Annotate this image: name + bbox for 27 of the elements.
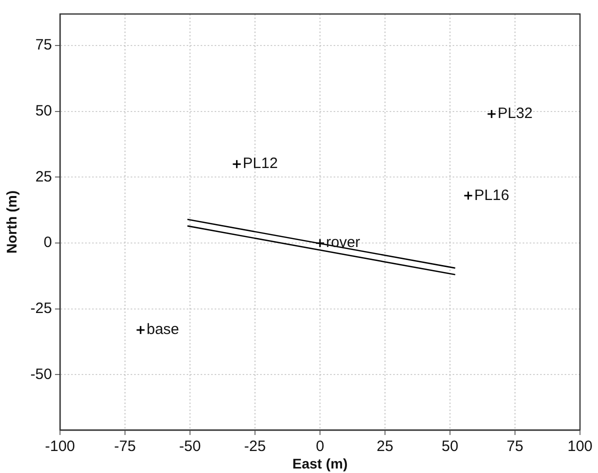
annotation: PL32	[498, 105, 533, 122]
y-tick-label: 25	[35, 168, 52, 186]
annotation: PL16	[474, 186, 510, 204]
y-axis-title: North (m)	[3, 190, 20, 254]
y-tick-label: 75	[35, 36, 52, 54]
y-tick-label: 50	[35, 102, 52, 120]
x-tick-label: 25	[376, 438, 394, 456]
x-tick-label: -100	[44, 438, 76, 456]
x-tick-label: -25	[244, 438, 266, 456]
annotation: rover	[326, 234, 360, 252]
x-tick-label: 100	[567, 438, 593, 456]
point	[463, 190, 473, 200]
point	[486, 109, 496, 119]
x-axis-title: East (m)	[292, 455, 348, 472]
y-tick-label: -50	[30, 366, 52, 383]
y-tick-label: 0	[44, 234, 52, 252]
x-tick-label: 0	[316, 438, 324, 456]
point	[315, 238, 325, 248]
x-tick-label: 75	[506, 438, 524, 456]
x-tick-label: 50	[442, 438, 458, 456]
annotation: PL12	[242, 155, 278, 172]
annotation: base	[146, 321, 180, 338]
point	[136, 325, 146, 335]
point	[232, 159, 242, 169]
x-tick-label: -75	[114, 438, 136, 456]
y-tick-label: -25	[30, 300, 52, 318]
x-tick-label: -50	[179, 438, 201, 456]
